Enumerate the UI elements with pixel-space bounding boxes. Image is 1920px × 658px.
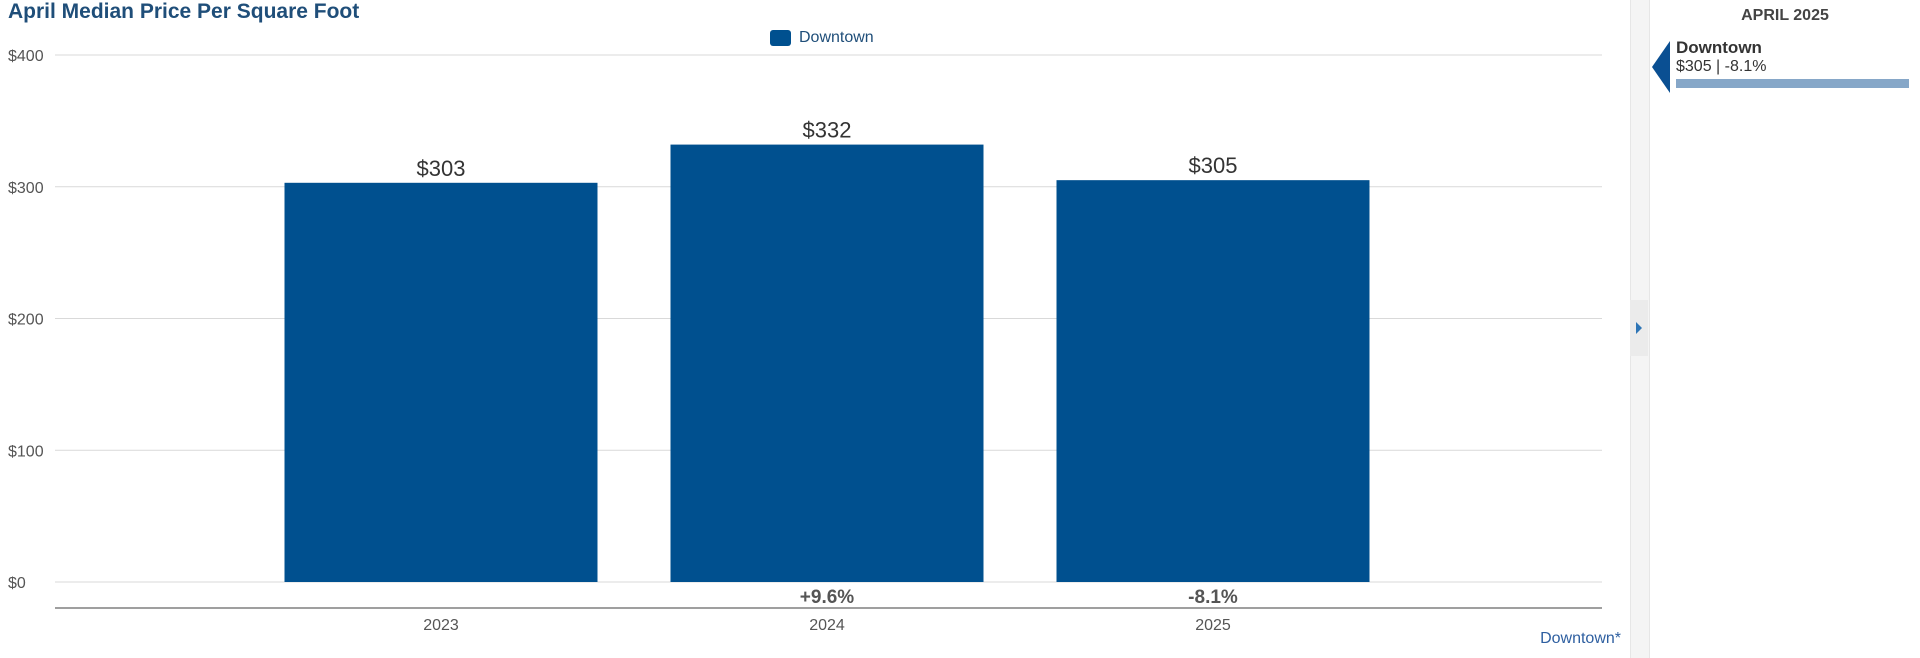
side-panel-item-downtown[interactable]: Downtown $305 | -8.1% (1650, 38, 1920, 94)
chart-area: April Median Price Per Square Foot Downt… (8, 0, 1621, 647)
side-panel-header: APRIL 2025 (1741, 7, 1829, 24)
side-panel-item-bar (1676, 79, 1909, 88)
bar (1056, 180, 1370, 582)
change-label: +9.6% (800, 587, 855, 608)
pointer-left-icon (1652, 41, 1670, 93)
y-tick-label: $400 (8, 48, 44, 65)
change-label: -8.1% (1188, 587, 1238, 608)
footer-link-downtown[interactable]: Downtown* (1540, 630, 1621, 647)
bar-value-label: $303 (417, 156, 466, 181)
bar (670, 144, 984, 582)
y-tick-label: $100 (8, 443, 44, 460)
chart-title: April Median Price Per Square Foot (8, 0, 360, 23)
caret-right-icon (1636, 322, 1642, 334)
legend[interactable]: Downtown (770, 29, 874, 47)
legend-swatch (770, 30, 791, 46)
x-tick-label: 2025 (1195, 617, 1231, 634)
x-tick-label: 2023 (423, 617, 459, 634)
bar (284, 182, 598, 583)
bar-chart-plot: $0 $100 $200 $300 $400 $303 2023 $332 +9.6% 2024 $… (8, 48, 1602, 634)
y-tick-label: $300 (8, 180, 44, 197)
side-panel-item-value: $305 | -8.1% (1676, 58, 1767, 75)
collapse-panel-toggle[interactable] (1630, 300, 1648, 356)
x-tick-label: 2024 (809, 617, 845, 634)
y-tick-label: $200 (8, 312, 44, 329)
bar-value-label: $305 (1189, 153, 1238, 178)
side-panel-item-name: Downtown (1676, 38, 1762, 57)
bar-value-label: $332 (803, 118, 852, 143)
side-panel: APRIL 2025 Downtown $305 | -8.1% (1650, 0, 1920, 658)
legend-label: Downtown (799, 29, 874, 46)
y-tick-label: $0 (8, 575, 26, 592)
